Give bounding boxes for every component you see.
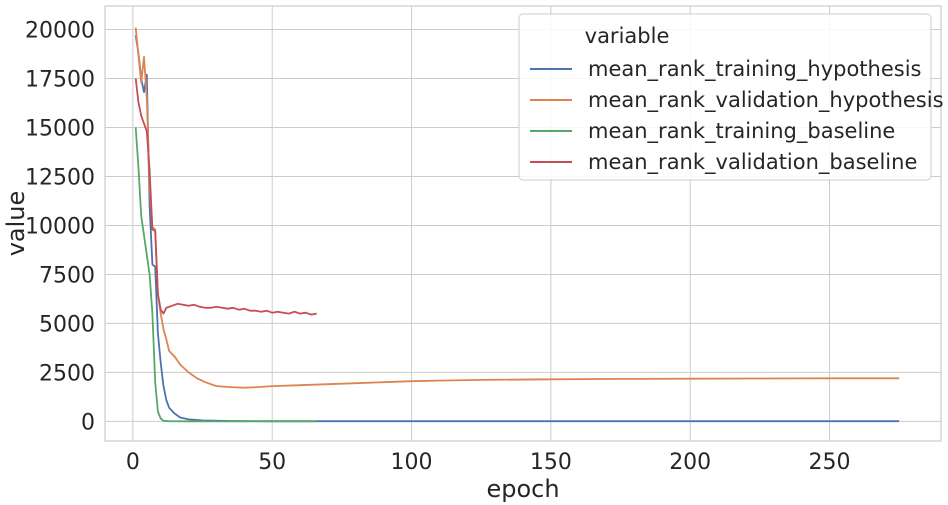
y-tick-label: 2500 <box>39 361 95 386</box>
x-tick-label: 200 <box>669 450 711 475</box>
y-tick-label: 20000 <box>25 19 95 44</box>
plot-frame <box>104 5 942 442</box>
y-tick-label: 17500 <box>25 68 95 93</box>
x-tick-label: 250 <box>809 450 851 475</box>
y-tick-label: 7500 <box>39 263 95 288</box>
y-tick-label: 5000 <box>39 312 95 337</box>
y-tick-label: 0 <box>81 410 95 435</box>
legend-items: mean_rank_training_hypothesis mean_rank_v… <box>530 57 944 175</box>
legend-label-mean_rank_training_hypothesis: mean_rank_training_hypothesis <box>588 57 921 82</box>
series-line-mean_rank_training_baseline <box>134 127 317 423</box>
x-tick-label: 100 <box>391 450 433 475</box>
y-tick-label: 12500 <box>25 165 95 190</box>
legend-label-mean_rank_training_baseline: mean_rank_training_baseline <box>588 119 895 144</box>
x-tick-label: 150 <box>530 450 572 475</box>
legend-box <box>518 13 932 181</box>
series-lines <box>134 27 900 423</box>
y-tick-label: 15000 <box>25 116 95 141</box>
legend-title: variable <box>585 24 670 48</box>
y-tick-label: 10000 <box>25 214 95 239</box>
legend-label-mean_rank_validation_hypothesis: mean_rank_validation_hypothesis <box>588 88 944 113</box>
x-tick-label: 50 <box>258 450 286 475</box>
legend: variable mean_rank_training_hypothesisme… <box>518 13 944 181</box>
tick-labels: 0 50 100 150 200 2500250050007500100001250015… <box>25 19 851 475</box>
legend-label-mean_rank_validation_baseline: mean_rank_validation_baseline <box>588 150 917 175</box>
y-axis-label: value <box>2 191 30 257</box>
x-tick-label: 0 <box>126 450 140 475</box>
x-axis-label: epoch <box>486 475 559 503</box>
series-line-mean_rank_validation_baseline <box>134 78 317 316</box>
